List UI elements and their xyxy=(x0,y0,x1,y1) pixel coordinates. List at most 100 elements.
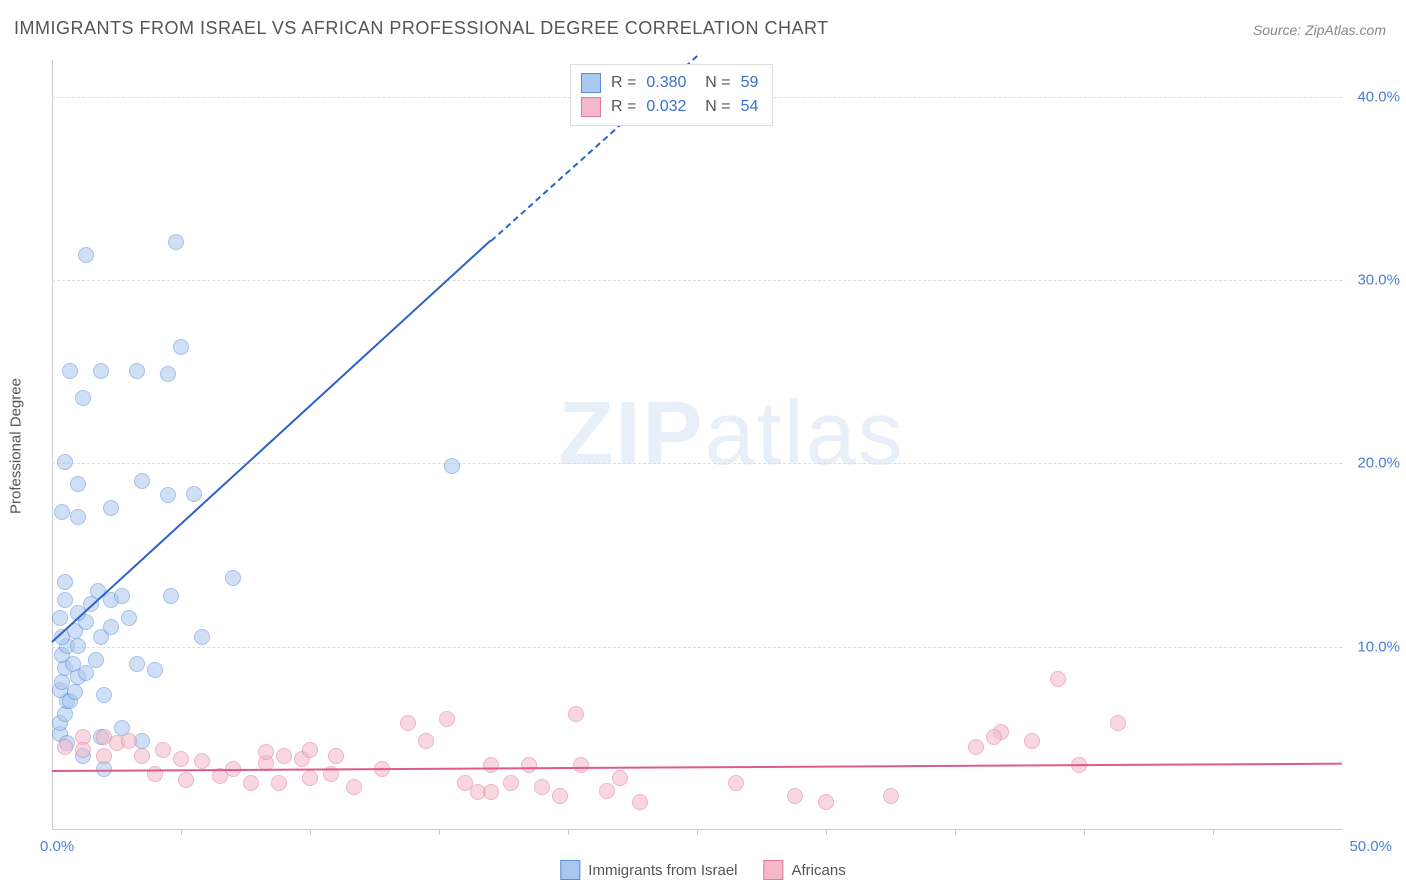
source-name: ZipAtlas.com xyxy=(1305,22,1386,38)
stat-r-value: 0.032 xyxy=(646,98,686,116)
legend-label: Immigrants from Israel xyxy=(588,862,737,879)
legend-swatch xyxy=(764,860,784,880)
data-point xyxy=(173,751,189,767)
watermark-bold: ZIP xyxy=(559,384,705,484)
x-tick xyxy=(1084,829,1085,835)
data-point xyxy=(134,748,150,764)
data-point xyxy=(96,687,112,703)
data-point xyxy=(612,770,628,786)
x-tick xyxy=(1213,829,1214,835)
data-point xyxy=(78,665,94,681)
stat-n-value: 54 xyxy=(741,98,759,116)
data-point xyxy=(1110,715,1126,731)
data-point xyxy=(194,629,210,645)
watermark: ZIPatlas xyxy=(559,383,905,486)
stat-n-label: N = xyxy=(696,98,730,116)
data-point xyxy=(503,775,519,791)
data-point xyxy=(444,458,460,474)
y-tick-label: 40.0% xyxy=(1350,88,1400,105)
stat-r-value: 0.380 xyxy=(646,74,686,92)
data-point xyxy=(75,390,91,406)
data-point xyxy=(57,574,73,590)
data-point xyxy=(129,363,145,379)
source-attribution: Source: ZipAtlas.com xyxy=(1253,22,1386,38)
data-point xyxy=(1024,733,1040,749)
data-point xyxy=(57,592,73,608)
data-point xyxy=(96,748,112,764)
y-tick-label: 10.0% xyxy=(1350,638,1400,655)
stat-n-label: N = xyxy=(696,74,730,92)
data-point xyxy=(121,733,137,749)
legend-label: Africans xyxy=(792,862,846,879)
data-point xyxy=(599,783,615,799)
stat-r-label: R = xyxy=(611,74,636,92)
data-point xyxy=(163,588,179,604)
data-point xyxy=(134,473,150,489)
data-point xyxy=(67,684,83,700)
data-point xyxy=(986,729,1002,745)
data-point xyxy=(271,775,287,791)
data-point xyxy=(186,486,202,502)
data-point xyxy=(52,610,68,626)
data-point xyxy=(78,247,94,263)
chart-title: IMMIGRANTS FROM ISRAEL VS AFRICAN PROFES… xyxy=(14,18,829,39)
gridline-h xyxy=(52,647,1342,648)
data-point xyxy=(70,638,86,654)
y-tick-label: 30.0% xyxy=(1350,272,1400,289)
data-point xyxy=(818,794,834,810)
data-point xyxy=(173,339,189,355)
series-legend: Immigrants from Israel Africans xyxy=(560,860,845,880)
data-point xyxy=(568,706,584,722)
y-tick-label: 20.0% xyxy=(1350,455,1400,472)
gridline-h xyxy=(52,280,1342,281)
legend-item: Africans xyxy=(764,860,846,880)
x-tick xyxy=(439,829,440,835)
watermark-light: atlas xyxy=(705,384,905,484)
x-tick xyxy=(826,829,827,835)
legend-swatch xyxy=(581,73,601,93)
x-tick xyxy=(310,829,311,835)
data-point xyxy=(418,733,434,749)
data-point xyxy=(632,794,648,810)
trend-line xyxy=(52,762,1342,771)
data-point xyxy=(103,619,119,635)
data-point xyxy=(88,652,104,668)
data-point xyxy=(534,779,550,795)
x-tick xyxy=(181,829,182,835)
data-point xyxy=(439,711,455,727)
y-axis-title: Professional Degree xyxy=(8,378,25,514)
data-point xyxy=(194,753,210,769)
source-prefix: Source: xyxy=(1253,22,1305,38)
data-point xyxy=(103,500,119,516)
data-point xyxy=(70,509,86,525)
x-tick xyxy=(568,829,569,835)
data-point xyxy=(160,487,176,503)
data-point xyxy=(787,788,803,804)
data-point xyxy=(328,748,344,764)
data-point xyxy=(121,610,137,626)
data-point xyxy=(147,662,163,678)
trend-line xyxy=(51,240,491,643)
data-point xyxy=(168,234,184,250)
data-point xyxy=(75,742,91,758)
stat-legend-row: R = 0.032 N = 54 xyxy=(581,95,758,119)
data-point xyxy=(114,588,130,604)
data-point xyxy=(883,788,899,804)
legend-item: Immigrants from Israel xyxy=(560,860,737,880)
stat-legend-row: R = 0.380 N = 59 xyxy=(581,71,758,95)
legend-swatch xyxy=(560,860,580,880)
data-point xyxy=(57,739,73,755)
data-point xyxy=(1050,671,1066,687)
legend-swatch xyxy=(581,97,601,117)
data-point xyxy=(129,656,145,672)
data-point xyxy=(573,757,589,773)
data-point xyxy=(276,748,292,764)
y-axis-line xyxy=(52,60,53,829)
data-point xyxy=(483,757,499,773)
data-point xyxy=(302,742,318,758)
stat-r-label: R = xyxy=(611,98,636,116)
data-point xyxy=(258,744,274,760)
data-point xyxy=(968,739,984,755)
data-point xyxy=(62,363,78,379)
data-point xyxy=(54,504,70,520)
